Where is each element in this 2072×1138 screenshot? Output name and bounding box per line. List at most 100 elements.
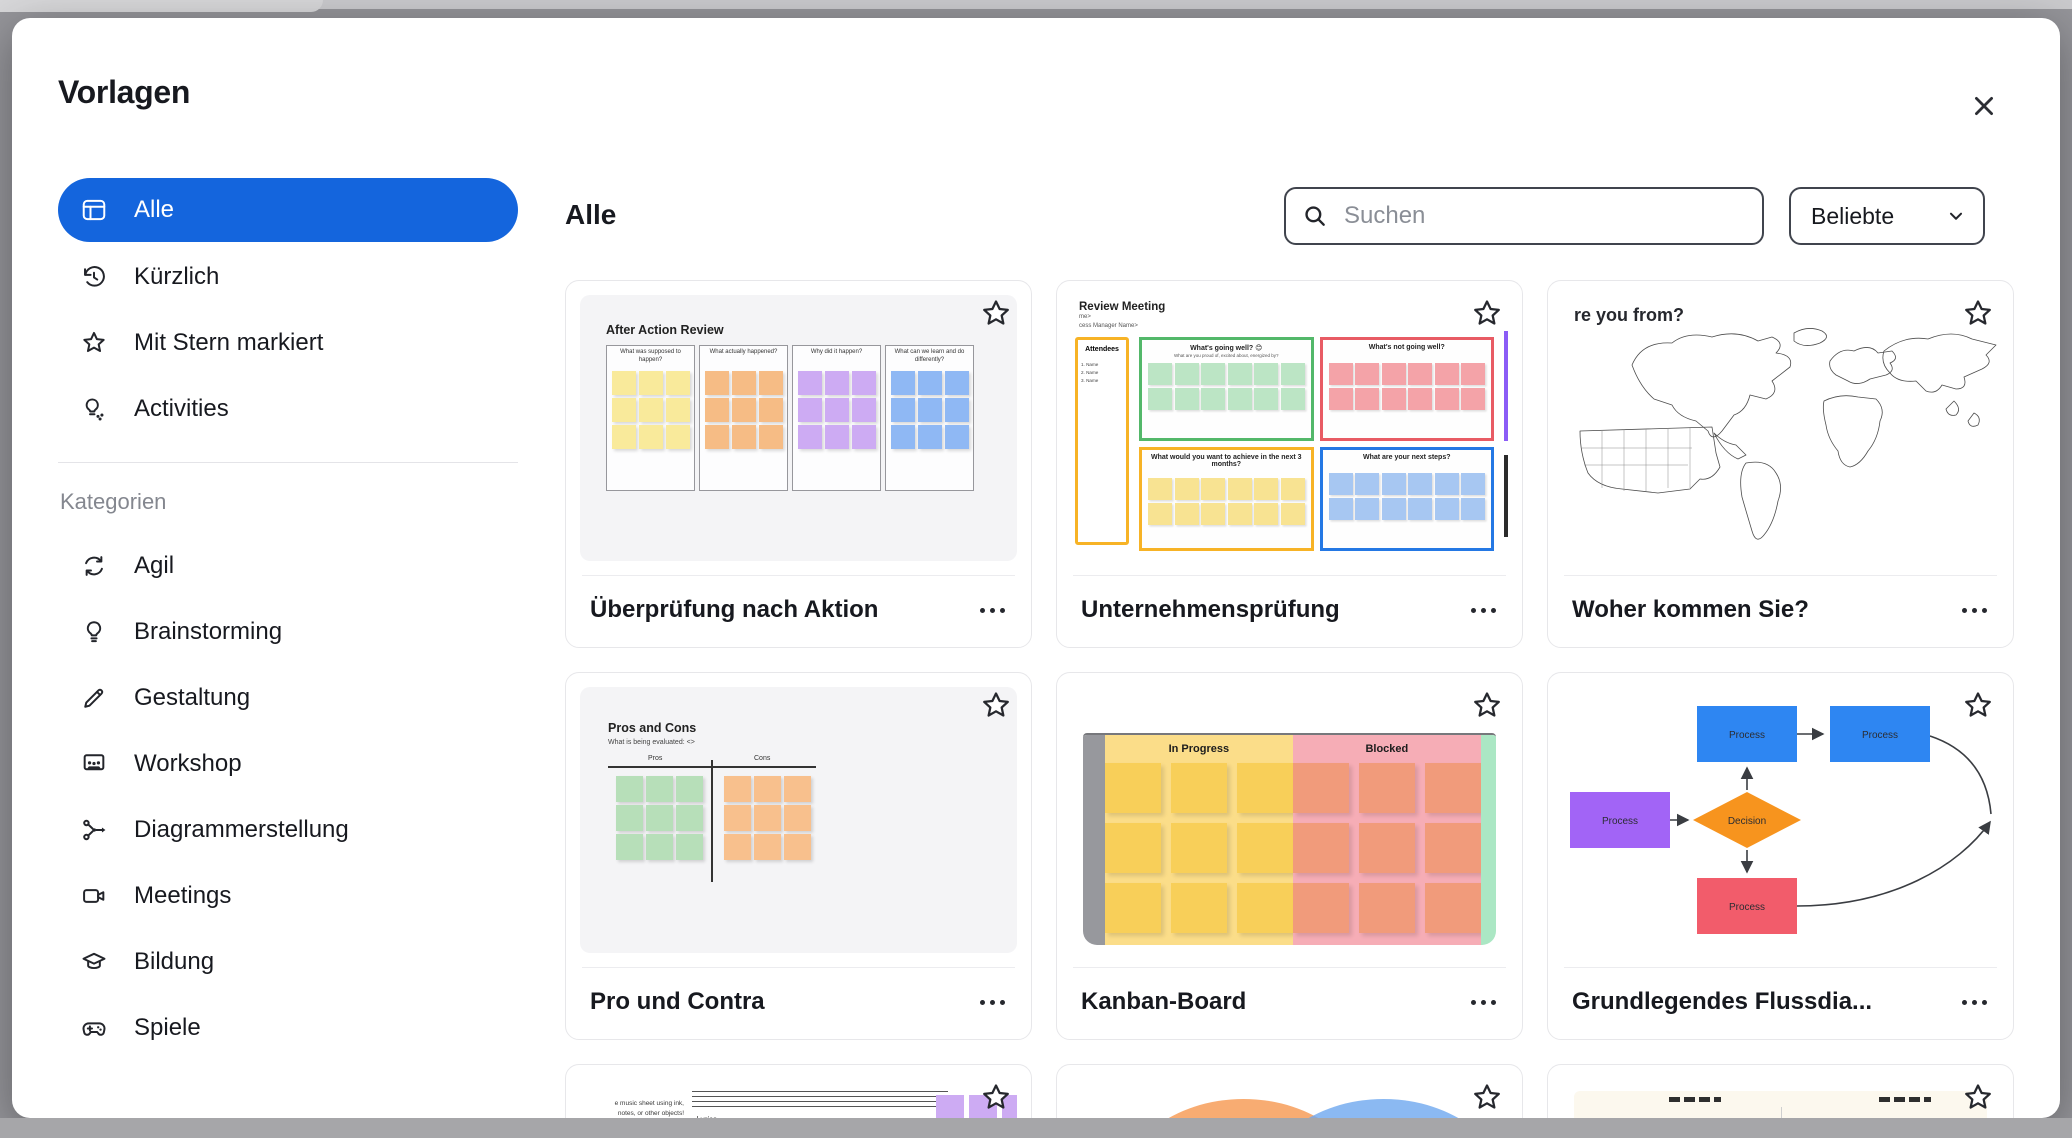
template-card-kanban-board[interactable]: In Progress Blocked Kanban-Board	[1056, 672, 1523, 1040]
sidebar-item-diagrammerstellung[interactable]: Diagrammerstellung	[58, 797, 518, 863]
bottom-bar	[0, 1118, 2072, 1138]
star-icon[interactable]	[979, 689, 1013, 723]
card-divider	[1073, 575, 1506, 576]
template-preview: Review Meeting me> cess Manager Name> Att…	[1071, 295, 1508, 561]
sidebar-item-agil[interactable]: Agil	[58, 533, 518, 599]
svg-text:Process: Process	[1729, 730, 1765, 741]
sidebar-item-label: Brainstorming	[134, 618, 283, 645]
svg-text:Process: Process	[1862, 730, 1898, 741]
template-preview: re you from?	[1562, 295, 1999, 561]
kanban-column: In Progress	[1104, 735, 1293, 945]
template-card-woher-kommen-sie[interactable]: re you from? Woher kommen	[1547, 280, 2014, 648]
template-card-pro-und-contra[interactable]: Pros and Cons What is being evaluated: <…	[565, 672, 1032, 1040]
template-card-unternehmenspruefung[interactable]: Review Meeting me> cess Manager Name> Att…	[1056, 280, 1523, 648]
star-icon[interactable]	[1470, 297, 1504, 331]
sidebar-item-bildung[interactable]: Bildung	[58, 929, 518, 995]
more-options-button[interactable]	[970, 990, 1015, 1015]
game-controller-icon	[80, 1014, 108, 1042]
more-options-button[interactable]	[1952, 990, 1997, 1015]
template-card-after-action-review[interactable]: After Action Review What was supposed to…	[565, 280, 1032, 648]
svg-text:Process: Process	[1602, 816, 1638, 827]
search-box[interactable]	[1284, 187, 1764, 245]
activities-icon	[80, 395, 108, 423]
graduation-cap-icon	[80, 948, 108, 976]
preview-heading: After Action Review	[606, 323, 724, 337]
sidebar-item-label: Activities	[134, 395, 229, 422]
card-divider	[582, 967, 1015, 968]
retro-panel	[1574, 1091, 1987, 1118]
template-card-flussdiagramm[interactable]: Process Process Process Decision Process…	[1547, 672, 2014, 1040]
card-divider	[1564, 575, 1997, 576]
preview-column: What actually happened?	[699, 345, 788, 491]
template-card-retrospective[interactable]	[1547, 1064, 2014, 1118]
template-card-music-sheet[interactable]: e music sheet using ink, notes, or other …	[565, 1064, 1032, 1118]
star-icon[interactable]	[1961, 1081, 1995, 1115]
preview-column: Why did it happen?	[792, 345, 881, 491]
dialog-title: Vorlagen	[58, 74, 191, 110]
star-icon	[80, 329, 108, 357]
template-preview: Pros and Cons What is being evaluated: <…	[580, 687, 1017, 953]
sidebar-item-label: Mit Stern markiert	[134, 329, 324, 356]
lightbulb-icon	[80, 618, 108, 646]
sidebar-item-label: Alle	[134, 196, 175, 223]
template-preview: After Action Review What was supposed to…	[580, 295, 1017, 561]
sidebar-divider	[58, 462, 518, 463]
template-preview: In Progress Blocked	[1071, 687, 1508, 953]
template-title: Pro und Contra	[590, 988, 765, 1015]
sidebar-item-alle[interactable]: Alle	[58, 178, 518, 242]
sidebar-item-label: Diagrammerstellung	[134, 816, 349, 843]
quadrant: What's not going well?	[1319, 337, 1494, 441]
sidebar-item-mit-stern-markiert[interactable]: Mit Stern markiert	[58, 310, 518, 376]
template-title: Kanban-Board	[1081, 988, 1247, 1015]
card-divider	[582, 575, 1015, 576]
sort-dropdown[interactable]: Beliebte	[1789, 187, 1985, 245]
workshop-icon	[80, 750, 108, 778]
section-heading: Alle	[565, 199, 617, 230]
sidebar-item-label: Workshop	[134, 750, 242, 777]
search-input[interactable]	[1342, 201, 1746, 231]
sidebar-item-brainstorming[interactable]: Brainstorming	[58, 599, 518, 665]
star-icon[interactable]	[1470, 1081, 1504, 1115]
kanban-right-strip	[1480, 735, 1496, 945]
template-preview	[1562, 1079, 1999, 1118]
sidebar-item-label: Bildung	[134, 948, 215, 975]
sidebar-item-workshop[interactable]: Workshop	[58, 731, 518, 797]
world-map	[1579, 328, 1997, 540]
template-title: Überprüfung nach Aktion	[590, 596, 879, 623]
template-title: Woher kommen Sie?	[1572, 596, 1809, 623]
card-divider	[1073, 967, 1506, 968]
sidebar-item-gestaltung[interactable]: Gestaltung	[58, 665, 518, 731]
star-icon[interactable]	[1961, 689, 1995, 723]
more-options-button[interactable]	[1952, 598, 1997, 623]
chevron-down-icon	[1949, 212, 1963, 220]
quadrant: What are your next steps?	[1319, 447, 1494, 551]
more-options-button[interactable]	[1461, 598, 1506, 623]
template-card-venn-diagram[interactable]	[1056, 1064, 1523, 1118]
frame-edge	[1504, 331, 1508, 441]
star-icon[interactable]	[1470, 689, 1504, 723]
frame-edge	[1504, 455, 1508, 537]
star-icon[interactable]	[1961, 297, 1995, 331]
sidebar-item-spiele[interactable]: Spiele	[58, 995, 518, 1061]
diagram-icon	[80, 816, 108, 844]
close-button[interactable]	[1964, 86, 2004, 126]
history-icon	[80, 263, 108, 291]
sidebar-item-label: Kürzlich	[134, 263, 220, 290]
cycle-icon	[80, 552, 108, 580]
star-icon[interactable]	[979, 297, 1013, 331]
flowchart: Process Process Process Decision Process	[1570, 706, 1992, 934]
sidebar-item-meetings[interactable]: Meetings	[58, 863, 518, 929]
sidebar-item-kuerzlich[interactable]: Kürzlich	[58, 244, 518, 310]
sidebar-item-label: Agil	[134, 552, 175, 579]
svg-text:Decision: Decision	[1728, 816, 1766, 827]
more-options-button[interactable]	[970, 598, 1015, 623]
more-options-button[interactable]	[1461, 990, 1506, 1015]
preview-column: What can we learn and do differently?	[885, 345, 974, 491]
browser-tab-edge	[0, 0, 323, 12]
sidebar-item-activities[interactable]: Activities	[58, 376, 518, 442]
sidebar-item-label: Gestaltung	[134, 684, 251, 711]
attendees-box: Attendees 1. Name 2. Name 3. Name	[1075, 337, 1129, 545]
templates-icon	[80, 196, 108, 224]
quadrant: What's going well? 😊 What are you proud …	[1139, 337, 1314, 441]
star-icon[interactable]	[979, 1081, 1013, 1115]
